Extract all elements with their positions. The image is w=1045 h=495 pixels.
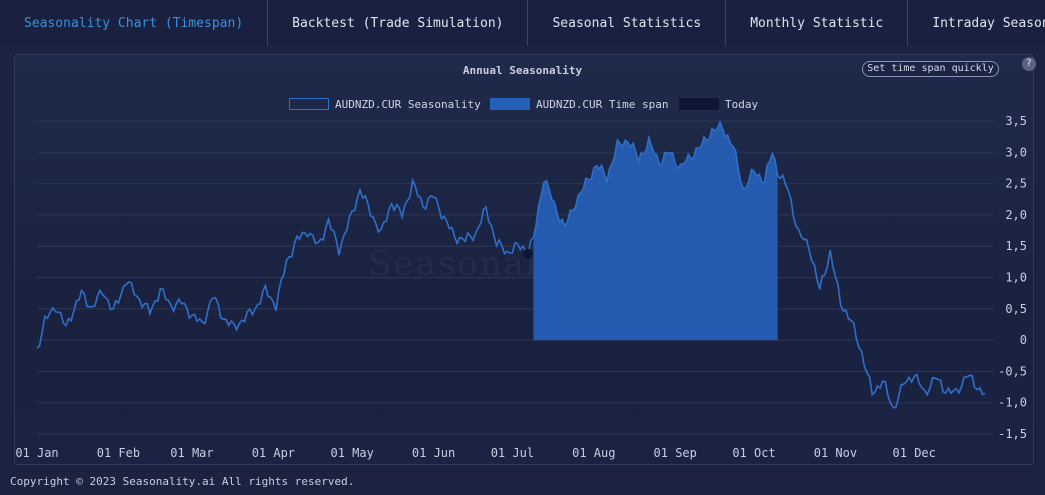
seasonality-line [36, 120, 986, 409]
legend-label: AUDNZD.CUR Seasonality [335, 97, 481, 111]
today-marker [523, 248, 534, 259]
tab-seasonality-chart[interactable]: Seasonality Chart (Timespan) [0, 0, 269, 46]
y-tick-label: 0,5 [1005, 302, 1027, 316]
y-tick-label: 2,5 [1005, 177, 1027, 191]
tab-intraday-seasonality[interactable]: Intraday Seasonality Char [932, 15, 1045, 31]
legend-label: Today [725, 97, 759, 111]
y-tick-label: 1,5 [1005, 239, 1027, 253]
x-tick-label: 01 Jul [491, 446, 534, 460]
x-tick-label: 01 Dec [893, 446, 936, 460]
legend-swatch-today [679, 98, 719, 110]
legend-item-today[interactable]: Today [679, 97, 758, 111]
copyright-footer: Copyright © 2023 Seasonality.ai All righ… [10, 475, 355, 488]
x-tick-label: 01 Mar [170, 446, 213, 460]
legend-swatch-area [490, 98, 530, 110]
tab-bar: Seasonality Chart (Timespan) Backtest (T… [0, 0, 1045, 46]
legend-swatch-line [289, 98, 329, 110]
tab-monthly-statistic[interactable]: Monthly Statistic [726, 0, 909, 46]
chart-legend: AUDNZD.CUR Seasonality AUDNZD.CUR Time s… [0, 97, 1045, 111]
y-tick-label: 2,0 [1005, 208, 1027, 222]
x-tick-label: 01 Apr [252, 446, 295, 460]
chart-title: Annual Seasonality [462, 64, 583, 77]
x-tick-label: 01 Jan [15, 446, 58, 460]
y-tick-label: 3,5 [1005, 114, 1027, 128]
y-tick-label: 0 [1020, 333, 1027, 347]
y-tick-label: 3,0 [1005, 145, 1027, 159]
x-tick-label: 01 Jun [412, 446, 455, 460]
time-span-area [533, 122, 778, 341]
tab-seasonal-statistics[interactable]: Seasonal Statistics [528, 0, 727, 46]
chart-panel [14, 54, 1034, 465]
y-tick-label: 1,0 [1005, 271, 1027, 285]
x-tick-label: 01 Sep [654, 446, 697, 460]
x-tick-label: 01 Oct [732, 446, 775, 460]
x-tick-label: 01 Aug [572, 446, 615, 460]
tab-backtest[interactable]: Backtest (Trade Simulation) [268, 0, 529, 46]
legend-label: AUDNZD.CUR Time span [536, 97, 669, 111]
legend-item-time-span[interactable]: AUDNZD.CUR Time span [490, 97, 668, 111]
set-time-span-button[interactable]: Set time span quickly [862, 61, 999, 77]
x-tick-label: 01 Nov [814, 446, 857, 460]
y-tick-label: -1,0 [998, 396, 1027, 410]
y-tick-label: -0,5 [998, 364, 1027, 378]
x-tick-label: 01 May [330, 446, 373, 460]
y-tick-label: -1,5 [998, 427, 1027, 441]
help-icon[interactable]: ? [1022, 57, 1036, 71]
legend-item-seasonality[interactable]: AUDNZD.CUR Seasonality [289, 97, 481, 111]
x-tick-label: 01 Feb [97, 446, 140, 460]
